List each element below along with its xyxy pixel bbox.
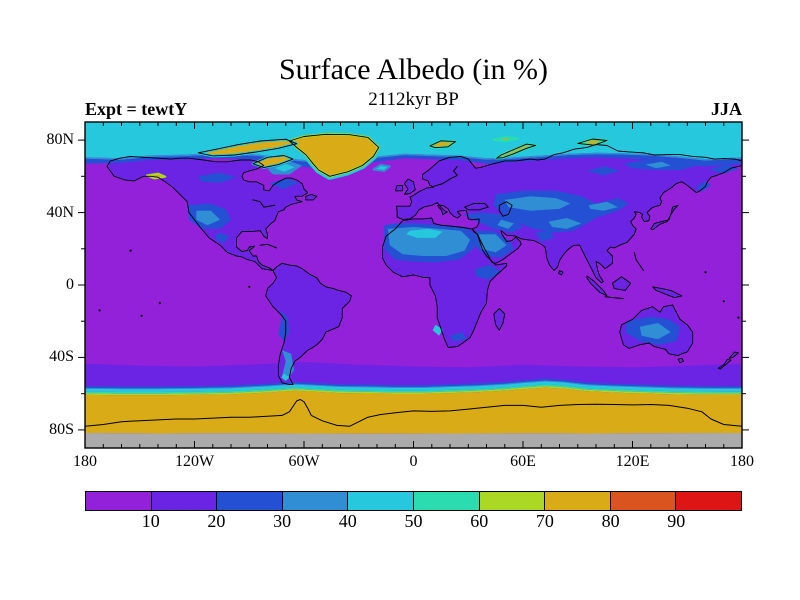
x-axis-tick-label: 60W: [288, 453, 320, 470]
colorbar-segment: [610, 492, 677, 510]
colorbar-tick-label: 90: [667, 511, 686, 531]
plot-subtitle: 2112kyr BP: [368, 89, 459, 110]
colorbar-tick-label: 60: [470, 511, 489, 531]
x-axis-tick-label: 180: [730, 453, 754, 470]
experiment-label: Expt = tewtY: [85, 99, 188, 119]
x-axis-tick-label: 0: [409, 453, 418, 470]
y-axis-tick-label: 80N: [46, 131, 74, 149]
colorbar: [85, 491, 742, 511]
colorbar-tick-label: 10: [141, 511, 160, 531]
colorbar-tick-label: 40: [338, 511, 357, 531]
albedo-map: [78, 121, 749, 449]
colorbar-segment: [217, 492, 283, 510]
colorbar-segment: [282, 492, 349, 510]
colorbar-tick-label: 30: [273, 511, 292, 531]
colorbar-tick-label: 70: [535, 511, 554, 531]
colorbar-segment: [545, 492, 611, 510]
colorbar-segment: [676, 492, 741, 510]
colorbar-segment: [413, 492, 480, 510]
y-axis-tick-label: 40N: [46, 203, 74, 221]
colorbar-tick-label: 50: [404, 511, 423, 531]
x-axis-tick-label: 120W: [174, 453, 215, 470]
colorbar-tick-label: 20: [207, 511, 226, 531]
x-axis-tick-label: 60E: [510, 453, 536, 470]
colorbar-segment: [151, 492, 218, 510]
colorbar-segment: [348, 492, 414, 510]
season-label: JJA: [711, 99, 742, 119]
y-axis-tick-label: 80S: [49, 420, 74, 438]
x-axis-tick-label: 180: [73, 453, 97, 470]
plot-title: Surface Albedo (in %): [278, 53, 549, 86]
colorbar-tick-label: 80: [601, 511, 620, 531]
x-axis-tick-label: 120E: [615, 453, 650, 470]
y-axis-tick-label: 0: [66, 276, 74, 293]
y-axis-tick-label: 40S: [49, 348, 74, 366]
colorbar-segment: [479, 492, 546, 510]
colorbar-segment: [86, 492, 152, 510]
